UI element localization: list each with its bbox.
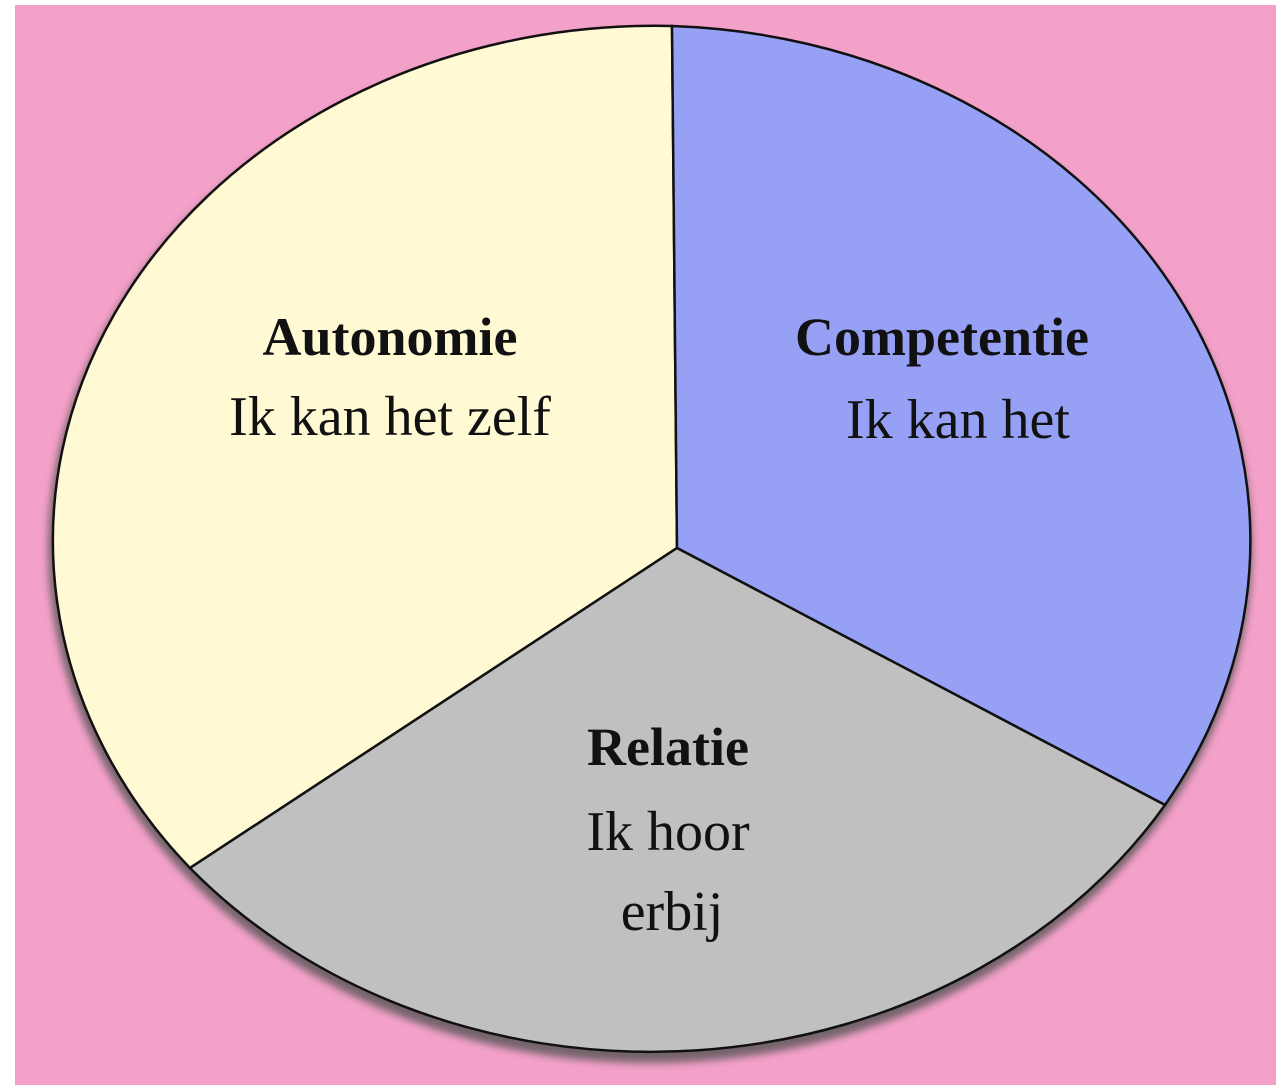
segment-relatie bbox=[188, 546, 1167, 1054]
segment-text: Ik hoor bbox=[586, 801, 750, 863]
segment-autonomie bbox=[51, 24, 679, 870]
segment-text: Ik kan het bbox=[846, 389, 1070, 451]
segment-title: Autonomie bbox=[263, 307, 518, 367]
segment-competentie bbox=[670, 24, 1252, 807]
segment-text: Ik kan het zelf bbox=[229, 386, 551, 448]
segment-text: erbij bbox=[621, 881, 724, 943]
segment-title: Competentie bbox=[795, 307, 1089, 367]
segment-title: Relatie bbox=[587, 717, 749, 777]
